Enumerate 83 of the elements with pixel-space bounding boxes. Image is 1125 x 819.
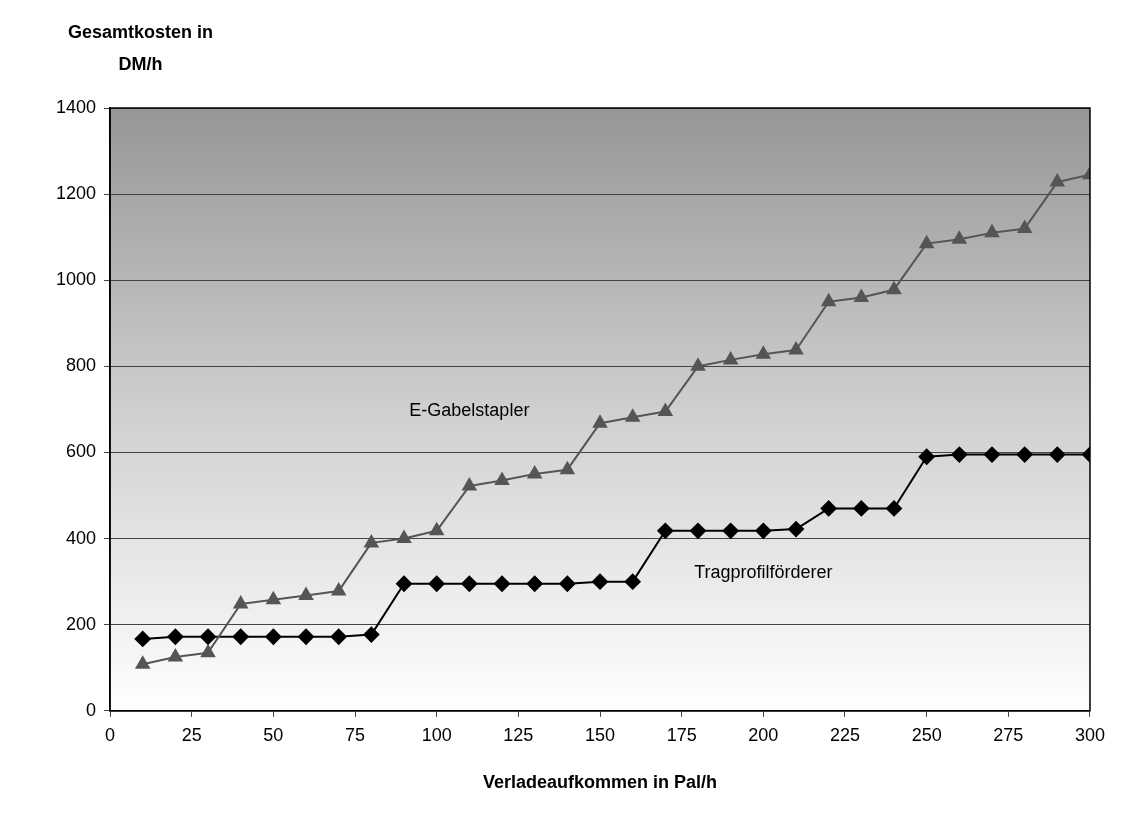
point — [559, 575, 576, 592]
point — [560, 461, 575, 475]
x-tick-label: 275 — [993, 724, 1024, 745]
point — [788, 341, 804, 355]
point — [1049, 446, 1066, 463]
point — [951, 446, 968, 463]
point — [983, 446, 1000, 463]
point — [690, 358, 706, 371]
point — [494, 575, 511, 592]
point — [886, 500, 902, 517]
point — [428, 575, 445, 592]
point — [722, 522, 739, 539]
point — [952, 231, 967, 244]
point — [363, 626, 380, 643]
x-tick-label: 200 — [748, 724, 779, 745]
y-tick-label: 1000 — [56, 269, 97, 290]
point — [820, 500, 837, 517]
point — [658, 403, 673, 417]
point — [396, 530, 412, 544]
point — [625, 409, 640, 422]
point — [364, 534, 379, 548]
point — [462, 478, 477, 491]
y-tick-label: 800 — [66, 355, 97, 376]
x-tick-label: 250 — [911, 724, 942, 745]
y-tick-label: 0 — [86, 699, 97, 720]
x-tick-label: 0 — [105, 724, 116, 745]
point — [168, 648, 183, 662]
point — [298, 628, 315, 645]
point — [298, 587, 314, 600]
point — [1017, 220, 1032, 234]
x-tick-label: 300 — [1074, 724, 1106, 745]
point — [755, 522, 772, 539]
point — [266, 591, 281, 605]
point — [886, 281, 902, 295]
point — [657, 522, 674, 539]
x-tick-label: 100 — [421, 724, 452, 745]
point — [592, 415, 608, 428]
point — [756, 346, 771, 359]
point — [592, 573, 609, 590]
y-tick-label: 400 — [66, 527, 97, 548]
point — [526, 575, 543, 592]
point — [1050, 174, 1065, 187]
point — [1016, 446, 1033, 463]
point — [167, 628, 184, 645]
point — [723, 351, 738, 365]
x-tick-label: 125 — [503, 724, 534, 745]
point — [494, 472, 510, 485]
y-axis-title: Gesamtkosten in DM/h — [66, 21, 214, 76]
point — [200, 628, 217, 645]
point — [788, 521, 804, 538]
text: E-Gabelstapler — [409, 400, 530, 421]
point — [135, 656, 150, 669]
x-tick-label: 175 — [666, 724, 697, 745]
x-tick-label: 25 — [181, 724, 202, 745]
point — [331, 583, 346, 596]
point — [918, 448, 935, 465]
point — [690, 522, 707, 539]
x-axis-title: Verladeaufkommen in Pal/h — [482, 772, 718, 793]
point — [265, 628, 282, 645]
x-tick-label: 50 — [263, 724, 284, 745]
y-tick-label: 600 — [66, 441, 97, 462]
point — [624, 573, 641, 590]
y-tick-label: 200 — [66, 613, 97, 634]
series-label: Tragprofilförderer — [694, 561, 833, 582]
point — [232, 628, 249, 645]
point — [233, 596, 248, 609]
point — [200, 644, 216, 658]
y-tick-label: 1200 — [56, 183, 97, 204]
x-tick-label: 150 — [584, 724, 616, 745]
point — [919, 235, 934, 249]
point — [461, 575, 478, 592]
point — [527, 465, 542, 479]
point — [134, 630, 151, 647]
point — [330, 628, 347, 645]
point — [429, 522, 444, 536]
point — [984, 224, 1000, 238]
point — [854, 289, 869, 302]
point — [821, 293, 836, 307]
point — [853, 500, 870, 517]
point — [396, 575, 413, 592]
y-tick-label: 1400 — [56, 96, 97, 117]
x-tick-label: 225 — [829, 724, 861, 745]
x-tick-label: 75 — [345, 724, 366, 745]
